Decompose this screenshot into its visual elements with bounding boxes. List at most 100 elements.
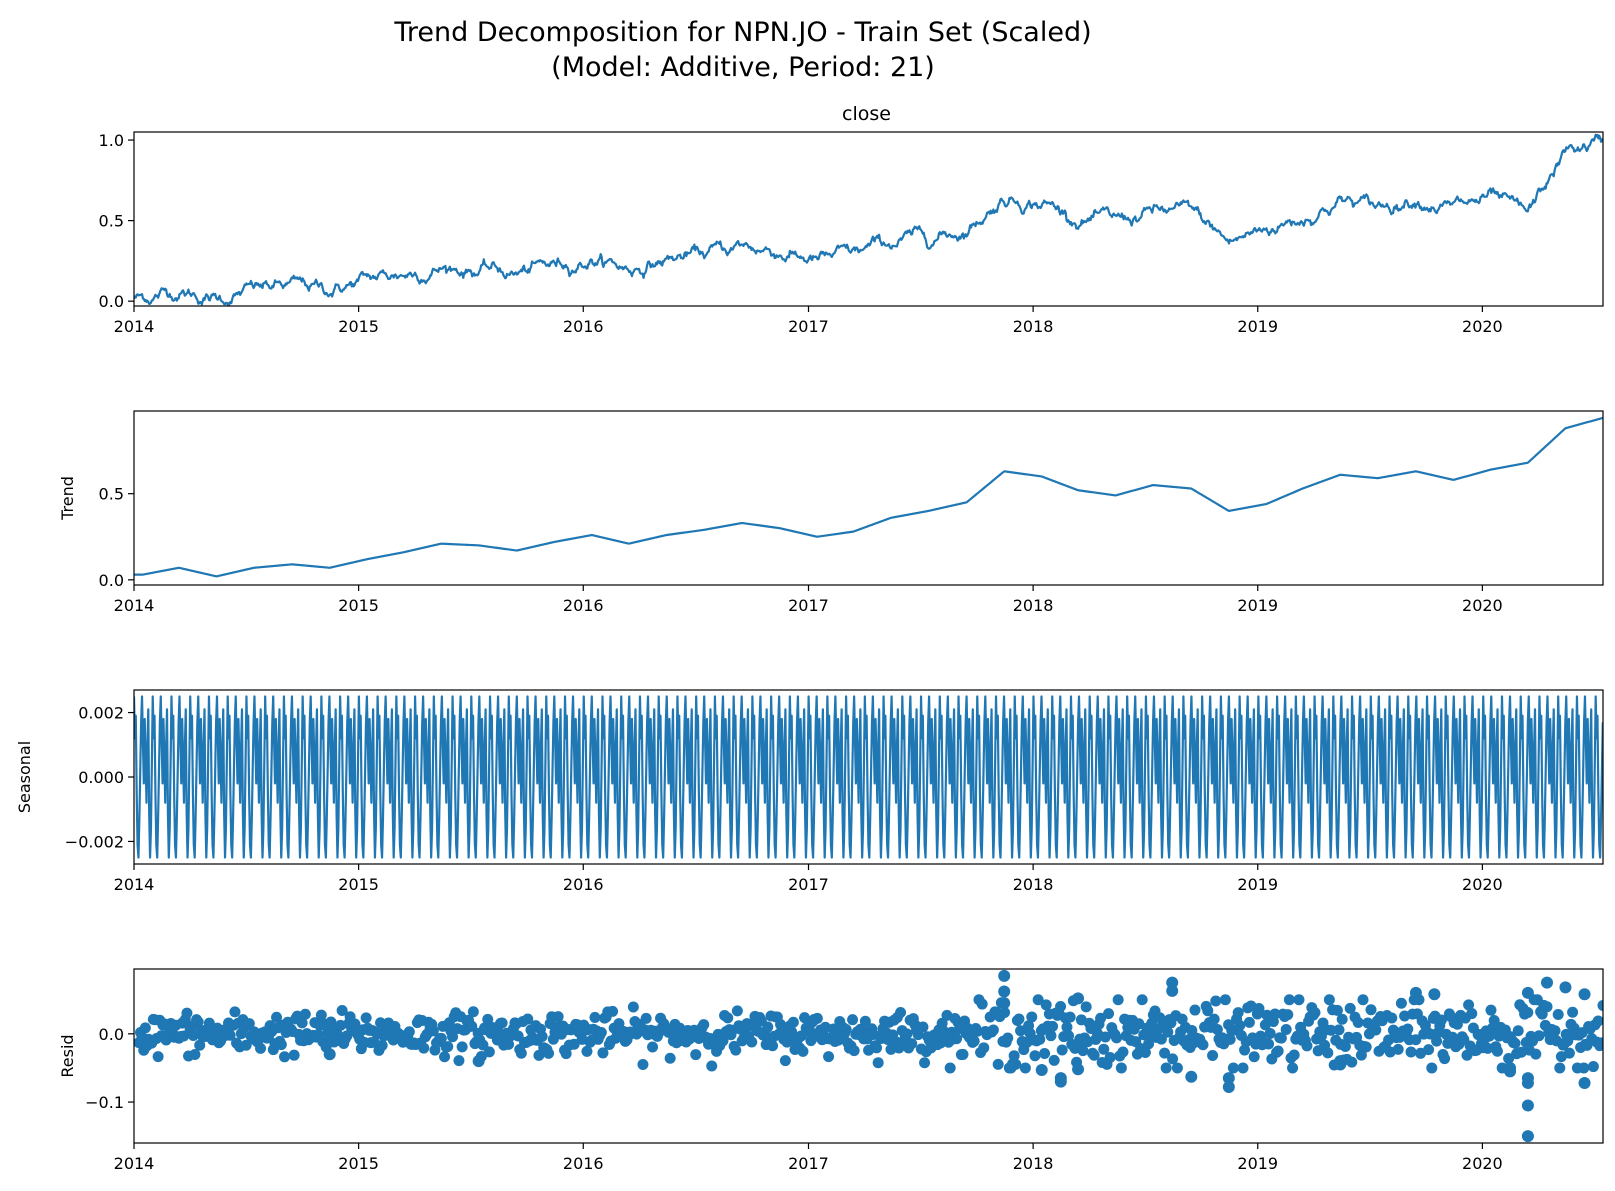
resid-point [1563,1047,1575,1059]
x-tick-label: 2018 [1013,596,1054,615]
x-tick-label: 2017 [788,875,829,894]
resid-point [664,1052,676,1064]
resid-point [1136,994,1148,1006]
axes-frame [133,968,1604,1144]
x-tick-label: 2016 [563,875,604,894]
x-tick-label: 2016 [563,317,604,336]
resid-point [536,1031,548,1043]
resid-point [581,1045,593,1057]
resid-point [968,1035,980,1047]
resid-point [1552,1009,1564,1021]
x-tick-label: 2015 [338,317,379,336]
resid-point [1275,1032,1287,1044]
resid-point [1171,1062,1183,1074]
resid-point [840,1024,852,1036]
resid-outlier-point [1072,1063,1085,1076]
resid-panel: 2014 2015 2016 2017 2018 2019 2020 0.0 −0.1 Resid [58,968,1604,1173]
resid-point [1554,1062,1566,1074]
resid-point [847,1014,859,1026]
y-tick-label: 0.5 [99,485,124,504]
resid-point [447,1031,459,1043]
x-tick-label: 2015 [338,1154,379,1173]
resid-point [992,1058,1004,1070]
resid-point [589,1011,601,1023]
resid-outlier-point [1521,986,1534,999]
resid-point [1143,1038,1155,1050]
resid-point [1323,994,1335,1006]
resid-point [203,1017,215,1029]
x-tick-label: 2019 [1237,317,1278,336]
resid-outlier-point [1185,1070,1198,1083]
resid-point [243,1018,255,1030]
resid-point [1019,1062,1031,1074]
panel-title: close [842,103,891,125]
resid-point [181,1007,193,1019]
resid-point [595,1027,607,1039]
resid-point [1039,1048,1051,1059]
resid-point [1288,1049,1300,1061]
resid-point [1325,1024,1337,1036]
resid-point [139,1022,151,1034]
y-tick-label: 0.002 [78,704,124,723]
resid-point [1423,1044,1435,1056]
figure-title-line2: (Model: Additive, Period: 21) [551,52,935,83]
resid-point [1355,1049,1367,1061]
x-tick-label: 2014 [114,317,155,336]
resid-point [255,1042,267,1054]
resid-point [192,1016,204,1028]
resid-point [456,1041,468,1053]
resid-point [1309,1007,1321,1019]
resid-outlier-point [1222,1081,1235,1094]
resid-point [1248,1051,1260,1063]
x-tick-label: 2015 [338,875,379,894]
resid-point [1541,1001,1553,1013]
resid-point [1283,994,1295,1006]
resid-point [767,1040,779,1052]
resid-point [1549,1025,1561,1037]
resid-point [1077,1045,1089,1057]
resid-point [1227,1062,1239,1074]
resid-point [1048,1054,1060,1066]
resid-point [1253,1003,1265,1015]
resid-point [706,1060,718,1072]
y-tick-label: 1.0 [99,131,124,150]
resid-point [1522,1007,1534,1018]
x-tick-label: 2017 [788,317,829,336]
resid-point [848,1045,860,1057]
resid-point [698,1019,710,1031]
resid-point [1264,1027,1276,1039]
resid-point [1426,1062,1438,1074]
resid-point [1080,1001,1092,1013]
y-tick-label: 0.5 [99,212,124,231]
axes-frame [133,131,1604,307]
trend-series-line [134,416,1603,578]
x-tick-label: 2020 [1462,1154,1503,1173]
resid-point [1008,1050,1020,1062]
resid-point [1002,1032,1014,1044]
resid-point [560,1048,572,1060]
resid-point [336,1004,348,1016]
resid-point [1026,1011,1038,1023]
resid-point [418,1042,430,1054]
resid-point [1503,1053,1515,1065]
resid-point [647,1041,659,1053]
resid-outlier-point [323,1048,336,1061]
resid-point [543,1047,555,1059]
resid-point [1207,1050,1219,1062]
resid-point [1282,1009,1294,1021]
resid-outlier-point [1578,1076,1591,1089]
resid-outlier-point [1166,984,1179,997]
resid-point [187,1030,199,1041]
resid-outlier-point [1504,1065,1517,1078]
resid-point [1034,1033,1046,1045]
resid-point [189,1048,201,1060]
resid-point [1392,1043,1404,1055]
resid-point [978,1042,990,1054]
resid-outlier-point [998,997,1011,1010]
resid-point [442,1041,454,1053]
resid-point [427,1025,439,1037]
resid-point [1322,1047,1334,1059]
resid-point [1029,1050,1041,1062]
x-tick-label: 2016 [563,596,604,615]
seasonal-panel: 2014 2015 2016 2017 2018 2019 2020 0.002 0.000 −0… [15,689,1604,894]
